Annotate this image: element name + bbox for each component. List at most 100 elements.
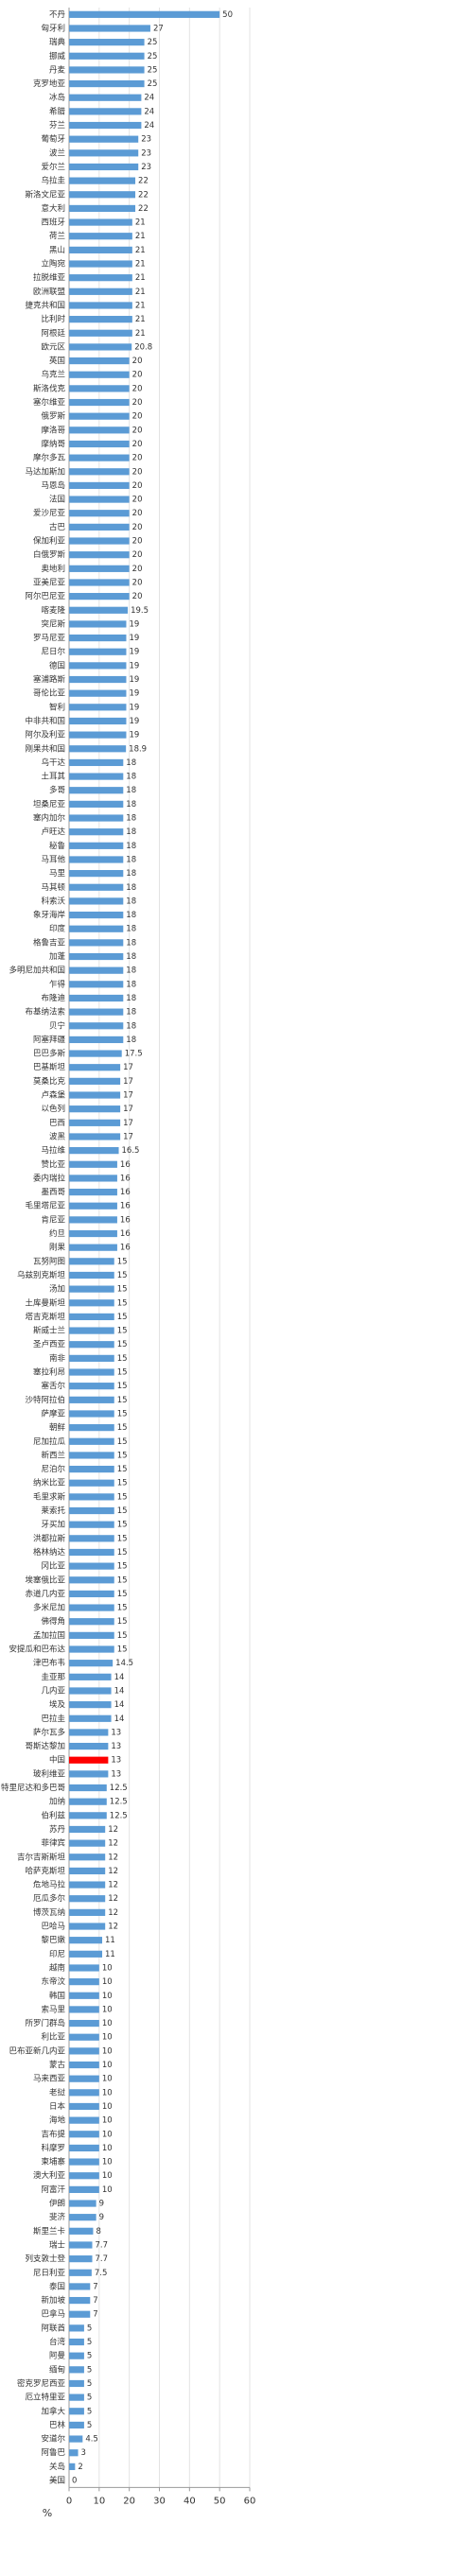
y-tick-label: 蒙古 xyxy=(49,2060,66,2070)
y-tick-label: 牙买加 xyxy=(41,1520,65,1530)
y-tick-label: 克罗地亚 xyxy=(33,78,66,89)
bar xyxy=(69,2144,99,2152)
value-label: 18 xyxy=(126,827,136,837)
bar xyxy=(69,1964,99,1972)
y-tick-label: 密克罗尼西亚 xyxy=(17,2378,66,2389)
bar xyxy=(69,800,124,808)
y-tick-label: 厄瓜多尔 xyxy=(33,1893,66,1904)
value-label: 23 xyxy=(141,163,151,172)
y-tick-label: 澳大利亚 xyxy=(33,2170,66,2181)
y-tick-label: 阿富汗 xyxy=(41,2184,65,2195)
y-tick-label: 土库曼斯坦 xyxy=(25,1297,65,1308)
y-tick-label: 印尼 xyxy=(49,1949,65,1959)
y-tick-label: 布隆迪 xyxy=(41,993,65,1003)
value-label: 14 xyxy=(114,1673,125,1682)
bar xyxy=(69,1604,114,1611)
value-label: 15 xyxy=(117,1590,128,1599)
bar xyxy=(69,1590,114,1598)
bar xyxy=(69,593,130,600)
value-label: 12.5 xyxy=(110,1784,128,1793)
y-tick-label: 苏丹 xyxy=(49,1824,66,1835)
y-tick-label: 台湾 xyxy=(49,2337,66,2347)
value-label: 18 xyxy=(126,896,136,906)
y-tick-label: 黑山 xyxy=(49,245,65,255)
y-tick-label: 摩纳哥 xyxy=(41,439,65,449)
value-label: 15 xyxy=(117,1396,128,1405)
y-tick-label: 刚果 xyxy=(49,1244,66,1253)
value-label: 20 xyxy=(132,467,143,477)
value-label: 19 xyxy=(129,661,139,670)
value-label: 18 xyxy=(126,925,136,934)
y-tick-label: 尼日尔 xyxy=(41,647,65,657)
value-label: 18 xyxy=(126,814,136,824)
bar xyxy=(69,1798,107,1805)
value-label: 18 xyxy=(126,980,136,989)
y-tick-label: 安道尔 xyxy=(41,2434,65,2445)
y-tick-label: 萨摩亚 xyxy=(41,1408,65,1419)
value-label: 19 xyxy=(129,648,139,657)
y-tick-label: 英国 xyxy=(49,356,65,366)
value-label: 10 xyxy=(102,2033,113,2043)
value-label: 15 xyxy=(117,1604,128,1613)
bar xyxy=(69,2185,99,2193)
y-tick-label: 乌干达 xyxy=(41,757,65,768)
bar xyxy=(69,1701,112,1709)
value-label: 16 xyxy=(120,1188,131,1197)
x-tick-label: 20 xyxy=(123,2496,135,2506)
bar xyxy=(69,939,124,947)
y-tick-label: 伊朗 xyxy=(49,2199,65,2209)
value-label: 18 xyxy=(126,938,136,948)
y-tick-label: 列支敦士登 xyxy=(25,2254,65,2264)
y-tick-label: 突尼斯 xyxy=(41,618,65,629)
value-label: 25 xyxy=(148,79,158,89)
y-tick-label: 贝宁 xyxy=(49,1020,65,1031)
bar xyxy=(69,1216,117,1224)
value-label: 20 xyxy=(132,440,143,449)
bar xyxy=(69,1756,109,1764)
value-label: 18 xyxy=(126,869,136,879)
bar xyxy=(69,717,127,725)
bar xyxy=(69,1854,106,1861)
bar xyxy=(69,10,220,18)
y-tick-label: 莫桑比克 xyxy=(33,1076,66,1087)
y-tick-label: 刚果共和国 xyxy=(25,744,65,754)
y-tick-label: 新西兰 xyxy=(41,1450,65,1460)
y-tick-label: 佛得角 xyxy=(41,1616,65,1627)
y-tick-label: 秘鲁 xyxy=(49,841,65,851)
y-tick-label: 加蓬 xyxy=(49,951,66,962)
value-label: 10 xyxy=(102,2046,113,2056)
y-tick-label: 阿塞拜疆 xyxy=(33,1035,66,1045)
bar xyxy=(69,1383,114,1390)
bar xyxy=(69,966,124,974)
bar xyxy=(69,1812,107,1819)
value-label: 15 xyxy=(117,1548,128,1558)
bar xyxy=(69,565,130,572)
value-label: 25 xyxy=(148,65,158,75)
bar xyxy=(69,1825,106,1834)
bar xyxy=(69,1119,121,1126)
y-tick-label: 多明尼加共和国 xyxy=(9,966,65,976)
value-label: 15 xyxy=(117,1437,128,1447)
y-tick-label: 菲律宾 xyxy=(41,1838,65,1849)
value-label: 14 xyxy=(114,1700,125,1710)
y-tick-label: 中非共和国 xyxy=(25,716,65,726)
bar xyxy=(69,537,130,545)
bar xyxy=(69,634,127,642)
bar xyxy=(69,579,130,586)
bar xyxy=(69,1465,114,1473)
bar xyxy=(69,1784,107,1792)
value-label: 20 xyxy=(132,565,143,574)
y-tick-label: 乍得 xyxy=(49,979,66,989)
bar xyxy=(69,773,124,780)
y-tick-label: 阿鲁巴 xyxy=(41,2447,65,2458)
y-tick-label: 中国 xyxy=(49,1755,65,1766)
y-tick-label: 圣卢西亚 xyxy=(33,1339,66,1349)
bar xyxy=(69,481,130,490)
value-label: 5 xyxy=(87,2379,92,2389)
bar xyxy=(69,745,127,753)
value-label: 18 xyxy=(126,883,136,893)
value-label: 15 xyxy=(117,1382,128,1391)
value-label: 19 xyxy=(129,703,139,712)
bar xyxy=(69,1576,114,1584)
value-label: 5 xyxy=(87,2421,92,2430)
